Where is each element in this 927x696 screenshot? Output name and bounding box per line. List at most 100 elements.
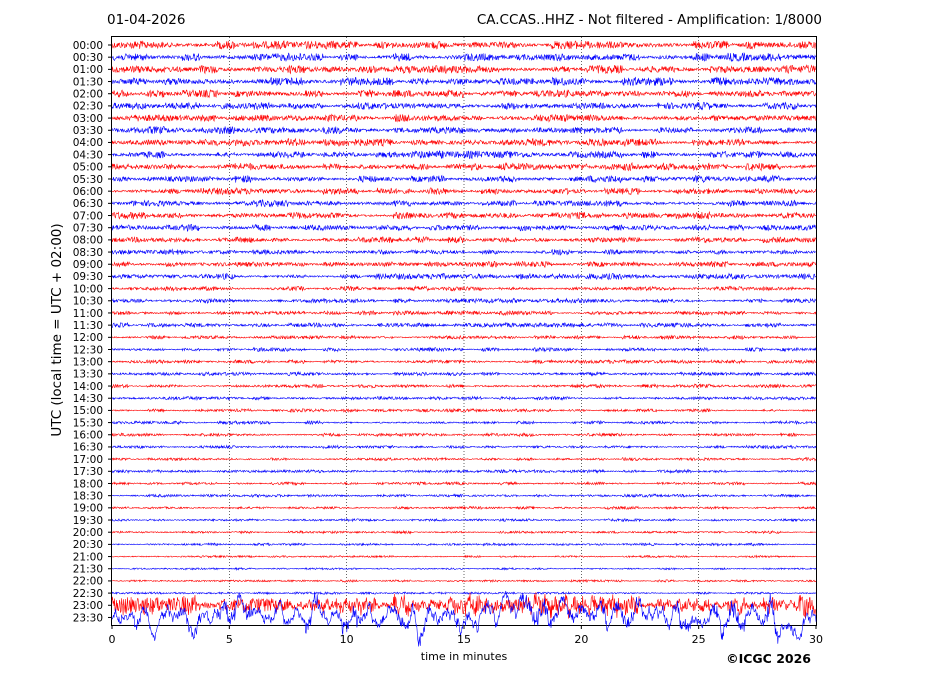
trace-2000 [111,529,817,535]
x-tick-label-10: 10 [340,633,354,646]
trace-0930 [111,272,817,281]
row-label: 01:00 [73,64,103,76]
row-label: 13:30 [73,369,103,381]
trace-1600 [111,432,817,438]
trace-0430 [111,150,817,160]
trace-1100 [111,310,817,317]
trace-1830 [111,493,817,499]
trace-0400 [111,137,817,148]
chart-title: CA.CCAS..HHZ - Not filtered - Amplificat… [476,12,822,28]
row-label: 08:30 [73,247,103,259]
trace-1430 [111,395,817,401]
row-label: 02:30 [73,101,103,113]
trace-1500 [111,407,817,414]
row-label: 22:00 [73,576,103,588]
x-tick-label-15: 15 [457,633,471,646]
x-tick-label-30: 30 [809,633,823,646]
trace-0100 [111,64,817,75]
x-tick-label-0: 0 [109,633,116,646]
grid-lines [229,37,699,625]
row-label: 00:30 [73,52,103,64]
row-label: 03:00 [73,113,103,125]
row-label: 09:00 [73,259,103,271]
row-labels: 00:0000:3001:0001:3002:0002:3003:0003:30… [73,40,112,624]
trace-0230 [111,101,817,111]
row-label: 12:30 [73,344,103,356]
y-axis-label: UTC (local time = UTC + 02:00) [49,223,65,437]
row-label: 21:30 [73,564,103,576]
row-label: 10:00 [73,283,103,295]
row-label: 19:00 [73,503,103,515]
row-label: 19:30 [73,515,103,527]
row-label: 14:30 [73,393,103,405]
trace-1200 [111,334,817,341]
trace-1000 [111,285,816,292]
x-ticks: 0 5 10 15 20 25 30 [109,625,823,646]
row-label: 15:30 [73,417,103,429]
trace-0700 [111,210,817,220]
row-label: 21:00 [73,551,103,563]
trace-1730 [111,468,817,474]
row-label: 22:30 [73,588,103,600]
trace-1300 [111,358,817,365]
trace-1230 [111,346,817,353]
row-label: 11:30 [73,320,103,332]
row-label: 14:00 [73,381,103,393]
row-label: 20:30 [73,539,103,551]
row-label: 06:30 [73,198,103,210]
trace-1700 [111,456,817,462]
row-label: 15:00 [73,405,103,417]
trace-2100 [111,554,817,559]
trace-0600 [111,187,817,196]
trace-1330 [111,370,817,377]
row-label: 23:00 [73,600,103,612]
row-label: 06:00 [73,186,103,198]
trace-0630 [111,198,817,208]
trace-0830 [111,248,817,256]
row-label: 12:00 [73,332,103,344]
row-label: 05:00 [73,162,103,174]
trace-0730 [111,223,817,232]
x-tick-label-5: 5 [226,633,233,646]
row-label: 07:00 [73,210,103,222]
trace-2130 [111,566,817,571]
trace-1900 [111,505,817,511]
trace-0330 [111,125,817,135]
trace-1400 [111,383,817,389]
row-label: 01:30 [73,76,103,88]
trace-2330 [111,590,817,647]
trace-2300 [111,592,817,619]
trace-0300 [111,113,817,123]
trace-2030 [111,542,817,547]
row-label: 09:30 [73,271,103,283]
row-label: 08:00 [73,235,103,247]
row-label: 17:30 [73,466,103,478]
row-label: 18:00 [73,478,103,490]
row-label: 04:00 [73,137,103,149]
trace-0130 [111,76,817,87]
trace-0900 [111,260,817,268]
trace-1030 [111,297,817,304]
x-tick-label-25: 25 [692,633,706,646]
trace-2200 [111,578,817,583]
row-label: 04:30 [73,149,103,161]
x-axis-label: time in minutes [420,650,508,663]
row-label: 05:30 [73,174,103,186]
row-label: 16:30 [73,442,103,454]
row-label: 16:00 [73,430,103,442]
trace-0030 [111,52,817,63]
trace-1530 [111,419,817,426]
x-tick-label-20: 20 [574,633,588,646]
copyright: ©ICGC 2026 [726,651,811,666]
row-label: 02:00 [73,89,103,101]
trace-1930 [111,517,817,523]
trace-0530 [111,174,817,184]
trace-1800 [111,480,817,487]
row-label: 07:30 [73,223,103,235]
trace-1630 [111,444,817,450]
row-label: 20:00 [73,527,103,539]
trace-1130 [111,321,817,329]
traces [111,40,817,647]
trace-0200 [111,89,817,99]
